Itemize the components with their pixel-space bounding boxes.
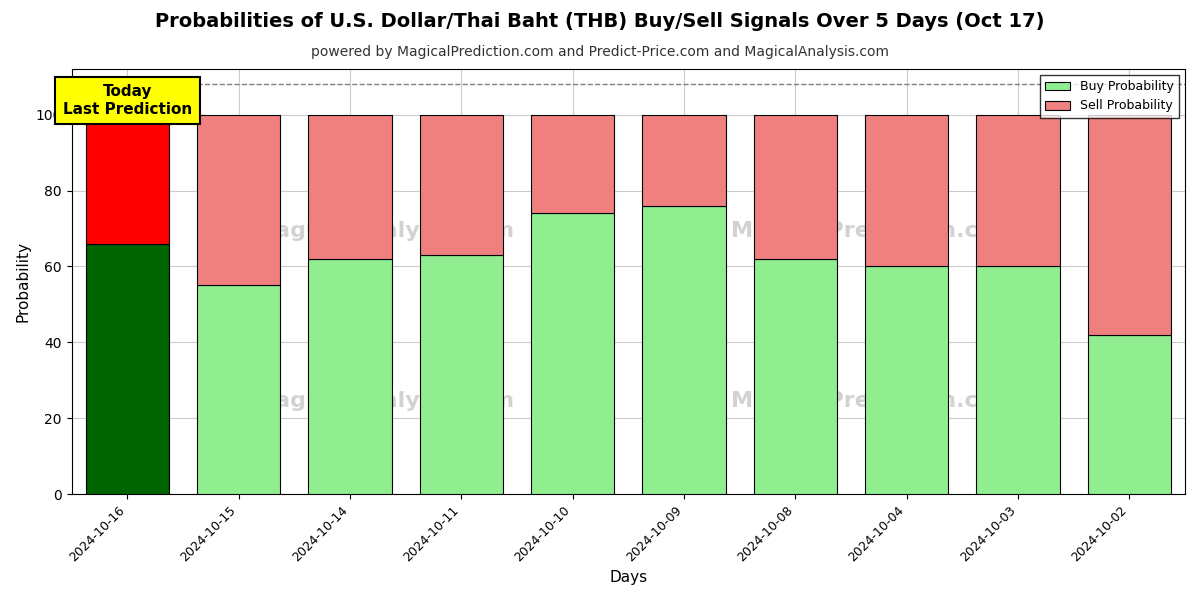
Bar (1087, 335, 1171, 494)
Text: powered by MagicalPrediction.com and Predict-Price.com and MagicalAnalysis.com: powered by MagicalPrediction.com and Pre… (311, 45, 889, 59)
Bar (865, 115, 948, 266)
Legend: Buy Probability, Sell Probability: Buy Probability, Sell Probability (1040, 75, 1178, 118)
Bar (1087, 115, 1171, 335)
Bar (642, 115, 726, 206)
Bar (308, 115, 391, 259)
Bar (754, 115, 838, 259)
Bar (977, 115, 1060, 266)
Bar (530, 115, 614, 213)
Bar (530, 213, 614, 494)
Bar (85, 115, 169, 244)
Bar (197, 286, 281, 494)
Bar (308, 259, 391, 494)
Bar (754, 259, 838, 494)
Text: MagicalAnalysis.com: MagicalAnalysis.com (253, 391, 514, 411)
Bar (197, 115, 281, 286)
Text: Today
Last Prediction: Today Last Prediction (62, 84, 192, 116)
Bar (420, 255, 503, 494)
Bar (420, 115, 503, 255)
Text: MagicalAnalysis.com: MagicalAnalysis.com (253, 221, 514, 241)
Bar (642, 206, 726, 494)
Text: MagicalPrediction.com: MagicalPrediction.com (731, 221, 1016, 241)
Y-axis label: Probability: Probability (16, 241, 30, 322)
Bar (85, 244, 169, 494)
Bar (865, 266, 948, 494)
Bar (977, 266, 1060, 494)
Text: MagicalPrediction.com: MagicalPrediction.com (731, 391, 1016, 411)
X-axis label: Days: Days (610, 570, 647, 585)
Text: Probabilities of U.S. Dollar/Thai Baht (THB) Buy/Sell Signals Over 5 Days (Oct 1: Probabilities of U.S. Dollar/Thai Baht (… (155, 12, 1045, 31)
